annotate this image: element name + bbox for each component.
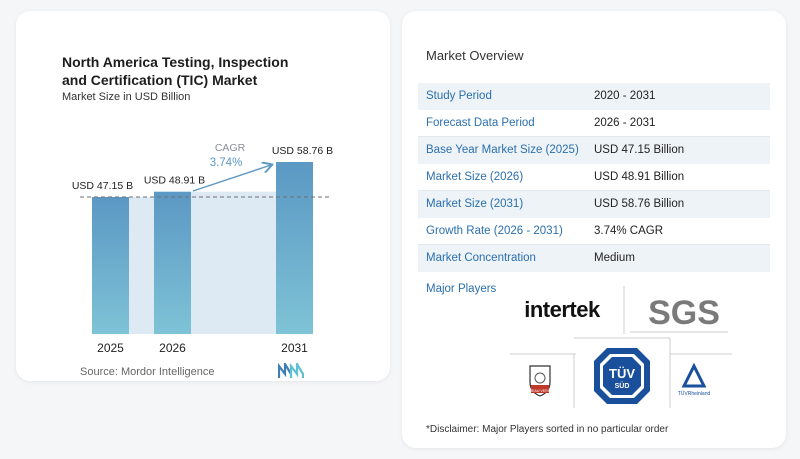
tuv-rheinland-logo: TÜVRheinland <box>678 362 711 397</box>
overview-row-key: Base Year Market Size (2025) <box>426 144 579 156</box>
sgs-logo: SGS <box>648 294 720 332</box>
cagr-arrow <box>192 165 271 192</box>
svg-text:BUREAU VERITAS: BUREAU VERITAS <box>524 389 556 393</box>
overview-row: Growth Rate (2026 - 2031) 3.74% CAGR <box>418 218 770 245</box>
overview-row: Base Year Market Size (2025) USD 47.15 Bi… <box>418 137 770 164</box>
overview-row: Market Size (2026) USD 48.91 Billion <box>418 164 770 191</box>
svg-text:SÜD: SÜD <box>615 381 630 390</box>
bureau-veritas-logo: BUREAU VERITAS <box>524 365 556 397</box>
bar-value-label: USD 58.76 B <box>272 145 333 157</box>
overview-row-value: 2026 - 2031 <box>594 117 656 129</box>
band <box>191 191 276 334</box>
overview-row-key: Market Size (2031) <box>426 198 524 210</box>
chart-subtitle: Market Size in USD Billion <box>62 91 191 103</box>
major-players-logos: intertek SGS BUREAU VERITAS TÜV SÜD TÜVR… <box>510 286 732 408</box>
source-text: Source: Mordor Intelligence <box>80 366 215 378</box>
band <box>129 197 154 334</box>
major-players-label: Major Players <box>426 283 497 295</box>
svg-text:TÜVRheinland: TÜVRheinland <box>678 390 711 397</box>
overview-row-value: 2020 - 2031 <box>594 90 656 102</box>
overview-row-value: Medium <box>594 252 635 264</box>
x-tick-label: 2031 <box>281 341 308 355</box>
overview-row-key: Market Size (2026) <box>426 171 524 183</box>
chart-title: North America Testing, Inspection and Ce… <box>62 54 289 88</box>
tuv-sud-logo: TÜV SÜD <box>594 348 650 404</box>
overview-row-key: Growth Rate (2026 - 2031) <box>426 225 563 237</box>
overview-row-value: 3.74% CAGR <box>594 225 664 237</box>
overview-row-value: USD 47.15 Billion <box>594 144 685 156</box>
overview-row: Forecast Data Period 2026 - 2031 <box>418 110 770 137</box>
mordor-logo-icon <box>278 363 304 378</box>
disclaimer-text: *Disclaimer: Major Players sorted in no … <box>426 424 669 435</box>
overview-row-value: USD 48.91 Billion <box>594 171 685 183</box>
overview-row: Market Concentration Medium <box>418 245 770 272</box>
cagr-value: 3.74% <box>210 157 243 169</box>
bar <box>92 197 129 334</box>
overview-row-key: Study Period <box>426 90 492 102</box>
x-tick-label: 2026 <box>159 341 186 355</box>
x-tick-label: 2025 <box>97 341 124 355</box>
bar-value-label: USD 48.91 B <box>144 175 205 187</box>
bar-value-label: USD 47.15 B <box>72 180 133 192</box>
overview-row: Study Period 2020 - 2031 <box>418 83 770 110</box>
overview-row: Market Size (2031) USD 58.76 Billion <box>418 191 770 218</box>
cagr-label: CAGR <box>215 142 246 154</box>
svg-text:intertek: intertek <box>524 297 601 322</box>
svg-text:TÜV: TÜV <box>609 366 635 381</box>
overview-row-key: Market Concentration <box>426 252 536 264</box>
bar <box>276 162 313 334</box>
market-overview-title: Market Overview <box>426 48 524 63</box>
overview-row-key: Forecast Data Period <box>426 117 535 129</box>
svg-text:SGS: SGS <box>648 294 720 332</box>
overview-row-value: USD 58.76 Billion <box>594 198 685 210</box>
bar <box>154 191 191 334</box>
intertek-logo: intertek <box>524 297 601 322</box>
